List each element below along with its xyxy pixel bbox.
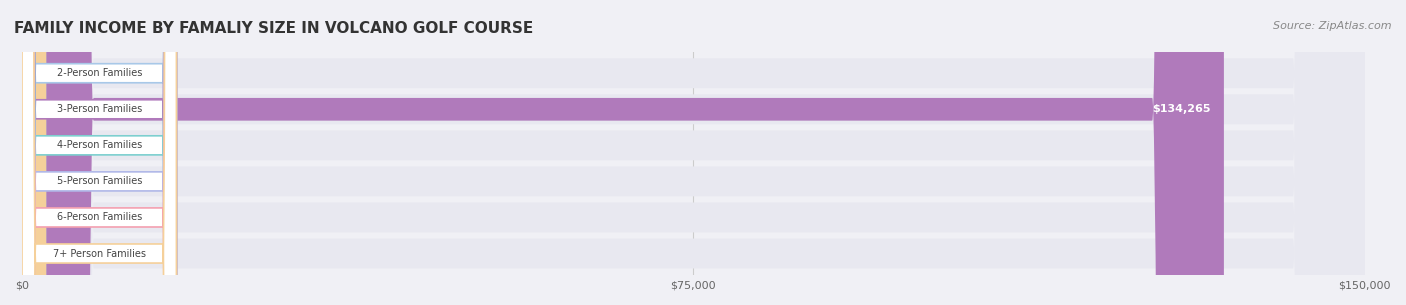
FancyBboxPatch shape <box>22 0 1365 305</box>
Text: 5-Person Families: 5-Person Families <box>56 176 142 186</box>
FancyBboxPatch shape <box>22 0 176 305</box>
Text: 7+ Person Families: 7+ Person Families <box>52 249 146 259</box>
Text: $0: $0 <box>53 140 67 150</box>
FancyBboxPatch shape <box>22 0 1365 305</box>
FancyBboxPatch shape <box>22 0 1365 305</box>
Text: $134,265: $134,265 <box>1152 104 1211 114</box>
Text: $0: $0 <box>53 176 67 186</box>
Text: FAMILY INCOME BY FAMALIY SIZE IN VOLCANO GOLF COURSE: FAMILY INCOME BY FAMALIY SIZE IN VOLCANO… <box>14 21 533 36</box>
FancyBboxPatch shape <box>22 0 1223 305</box>
FancyBboxPatch shape <box>22 0 46 305</box>
FancyBboxPatch shape <box>22 0 176 305</box>
FancyBboxPatch shape <box>22 0 46 305</box>
FancyBboxPatch shape <box>22 0 176 305</box>
Text: $0: $0 <box>53 249 67 259</box>
FancyBboxPatch shape <box>22 0 176 305</box>
FancyBboxPatch shape <box>22 0 46 305</box>
Text: 4-Person Families: 4-Person Families <box>56 140 142 150</box>
Text: 6-Person Families: 6-Person Families <box>56 213 142 222</box>
Text: $0: $0 <box>53 213 67 222</box>
Text: $0: $0 <box>53 68 67 78</box>
FancyBboxPatch shape <box>22 0 46 305</box>
FancyBboxPatch shape <box>22 0 176 305</box>
FancyBboxPatch shape <box>22 0 1365 305</box>
Text: 3-Person Families: 3-Person Families <box>56 104 142 114</box>
Text: 2-Person Families: 2-Person Families <box>56 68 142 78</box>
FancyBboxPatch shape <box>22 0 1365 305</box>
Text: Source: ZipAtlas.com: Source: ZipAtlas.com <box>1274 21 1392 31</box>
FancyBboxPatch shape <box>22 0 1365 305</box>
FancyBboxPatch shape <box>22 0 176 305</box>
FancyBboxPatch shape <box>22 0 46 305</box>
